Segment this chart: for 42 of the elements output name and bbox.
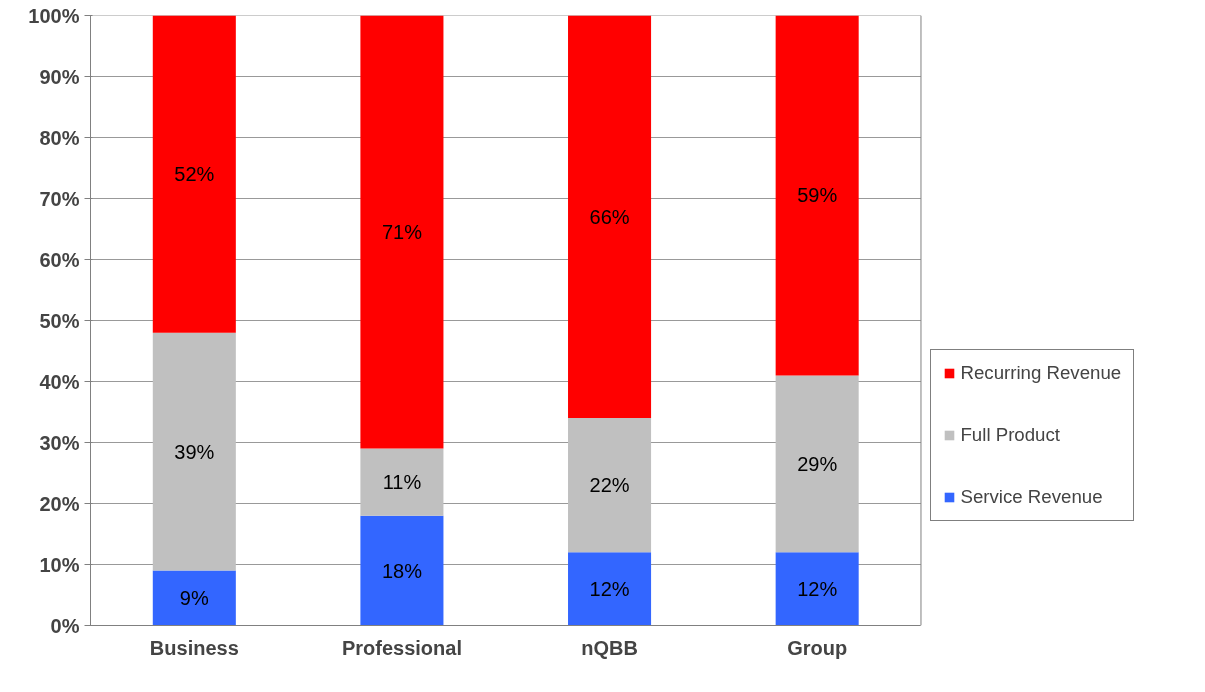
bar — [152, 15, 236, 333]
data-label: 66% — [589, 205, 630, 228]
y-tick-label: 0% — [50, 614, 80, 637]
y-tick-label: 80% — [39, 126, 80, 149]
y-tick-label: 10% — [39, 553, 80, 576]
y-tick-label: 20% — [39, 492, 80, 515]
data-label: 9% — [179, 587, 209, 610]
x-tick-label: Business — [149, 636, 239, 659]
bar — [775, 552, 859, 626]
data-label: 52% — [174, 163, 215, 186]
data-label: 29% — [797, 452, 838, 475]
y-tick-label: 70% — [39, 187, 80, 210]
bar — [568, 418, 652, 553]
legend-label: Full Product — [960, 424, 1061, 447]
data-label: 22% — [589, 474, 630, 497]
y-tick-label: 100% — [28, 4, 80, 27]
data-label: 12% — [589, 577, 630, 600]
data-label: 11% — [382, 471, 422, 494]
data-label: 39% — [174, 440, 215, 463]
x-tick-label: nQBB — [581, 636, 638, 659]
bar — [360, 448, 444, 516]
bar — [360, 15, 444, 449]
y-tick-label: 40% — [39, 370, 80, 393]
y-tick-label: 50% — [39, 309, 80, 332]
x-tick-label: Group — [787, 636, 848, 659]
bar — [360, 515, 444, 626]
bar — [775, 375, 859, 553]
bar — [775, 15, 859, 376]
data-label: 71% — [381, 221, 423, 244]
bar — [568, 552, 652, 626]
y-tick-label: 90% — [39, 65, 80, 88]
y-tick-label: 60% — [39, 248, 80, 271]
y-tick-label: 30% — [39, 431, 80, 454]
bar — [152, 332, 236, 571]
legend-label: Recurring Revenue — [960, 362, 1122, 385]
data-label: 12% — [797, 577, 838, 600]
x-tick-label: Professional — [341, 636, 462, 659]
data-label: 59% — [797, 184, 838, 207]
bar — [152, 570, 236, 626]
legend-label: Service Revenue — [960, 486, 1103, 509]
bar — [568, 15, 652, 419]
data-label: 18% — [381, 559, 423, 582]
